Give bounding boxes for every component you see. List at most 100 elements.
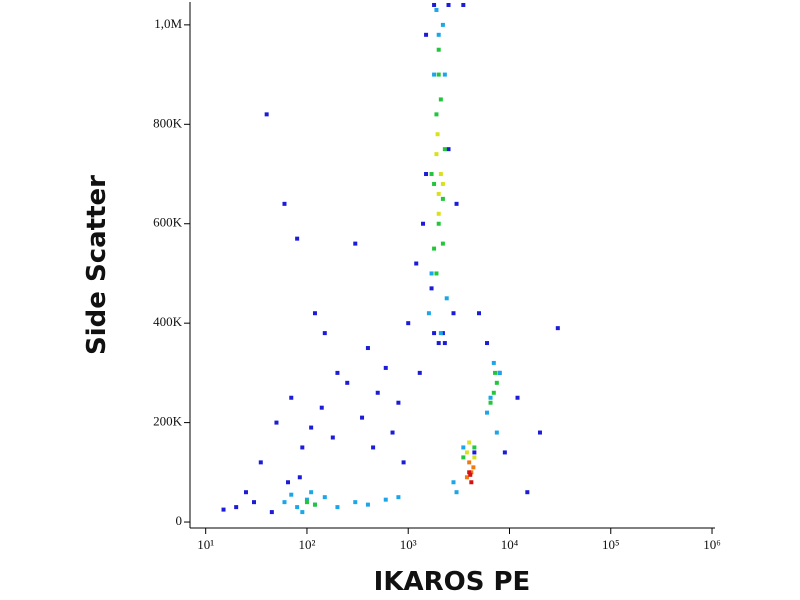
point [319, 405, 324, 410]
point [537, 430, 542, 435]
point [491, 390, 496, 395]
point [469, 470, 474, 475]
point [375, 390, 380, 395]
point [432, 2, 437, 7]
point [436, 32, 441, 37]
point [485, 341, 490, 346]
point [461, 2, 466, 7]
point [440, 22, 445, 27]
point [304, 497, 309, 502]
point [426, 311, 431, 316]
point [436, 72, 441, 77]
point [282, 500, 287, 505]
point [322, 331, 327, 336]
x-tick-label: 10⁶ [703, 537, 721, 552]
point [365, 502, 370, 507]
x-tick-label: 10⁵ [602, 537, 620, 552]
point [424, 32, 429, 37]
point [258, 460, 263, 465]
point [432, 72, 437, 77]
point [491, 360, 496, 365]
point [436, 221, 441, 226]
point [432, 181, 437, 186]
point [436, 341, 441, 346]
point [440, 331, 445, 336]
x-tick-label: 10² [299, 537, 316, 552]
point [472, 455, 477, 460]
point [304, 500, 309, 505]
point [243, 490, 248, 495]
point [401, 460, 406, 465]
point [454, 201, 459, 206]
point [252, 500, 257, 505]
point [436, 191, 441, 196]
point [390, 430, 395, 435]
point [436, 47, 441, 52]
point [429, 172, 434, 177]
point [442, 147, 447, 152]
point [353, 500, 358, 505]
point [434, 152, 439, 157]
point [360, 415, 365, 420]
y-tick-label: 200K [153, 414, 183, 429]
point [435, 132, 440, 137]
point [485, 410, 490, 415]
point [353, 241, 358, 246]
point [451, 480, 456, 485]
x-tick-label: 10⁴ [501, 537, 519, 552]
y-axis-title: Side Scatter [82, 175, 112, 355]
point [438, 331, 443, 336]
point [471, 465, 476, 470]
point [464, 450, 469, 455]
point [494, 380, 499, 385]
point [429, 271, 434, 276]
point [436, 211, 441, 216]
point [440, 241, 445, 246]
point [264, 112, 269, 117]
point [434, 271, 439, 276]
point [295, 236, 300, 241]
point [312, 502, 317, 507]
point [309, 490, 314, 495]
point [300, 445, 305, 450]
point [371, 445, 376, 450]
point [297, 475, 302, 480]
y-tick-label: 400K [153, 314, 183, 329]
x-axis-title: IKAROS PE [374, 567, 531, 597]
point [488, 400, 493, 405]
point [365, 346, 370, 351]
point [451, 311, 456, 316]
point [442, 341, 447, 346]
point [300, 510, 305, 515]
point [467, 460, 472, 465]
point [383, 365, 388, 370]
point [438, 97, 443, 102]
point [345, 380, 350, 385]
point [322, 495, 327, 500]
point [440, 181, 445, 186]
point [467, 470, 472, 475]
point [464, 475, 469, 480]
point [406, 321, 411, 326]
y-tick-label: 1,0M [154, 16, 182, 31]
point [488, 395, 493, 400]
point [432, 246, 437, 251]
point [493, 370, 498, 375]
point [477, 311, 482, 316]
point [417, 370, 422, 375]
point [467, 440, 472, 445]
y-tick-label: 800K [153, 115, 183, 130]
point [383, 497, 388, 502]
point [438, 172, 443, 177]
point [472, 450, 477, 455]
point [472, 445, 477, 450]
point [444, 296, 449, 301]
point [446, 147, 451, 152]
point [335, 370, 340, 375]
point [274, 420, 279, 425]
y-tick-label: 600K [153, 215, 183, 230]
point [396, 400, 401, 405]
point [555, 326, 560, 331]
point [234, 505, 239, 510]
